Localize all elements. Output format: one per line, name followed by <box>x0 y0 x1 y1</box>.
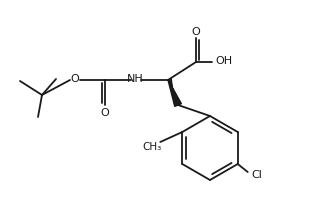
Polygon shape <box>168 80 181 106</box>
Text: Cl: Cl <box>251 170 262 180</box>
Text: O: O <box>192 27 200 37</box>
Text: NH: NH <box>126 74 143 84</box>
Text: OH: OH <box>215 56 232 66</box>
Text: CH₃: CH₃ <box>143 142 162 152</box>
Text: O: O <box>71 74 79 84</box>
Text: O: O <box>101 108 110 118</box>
